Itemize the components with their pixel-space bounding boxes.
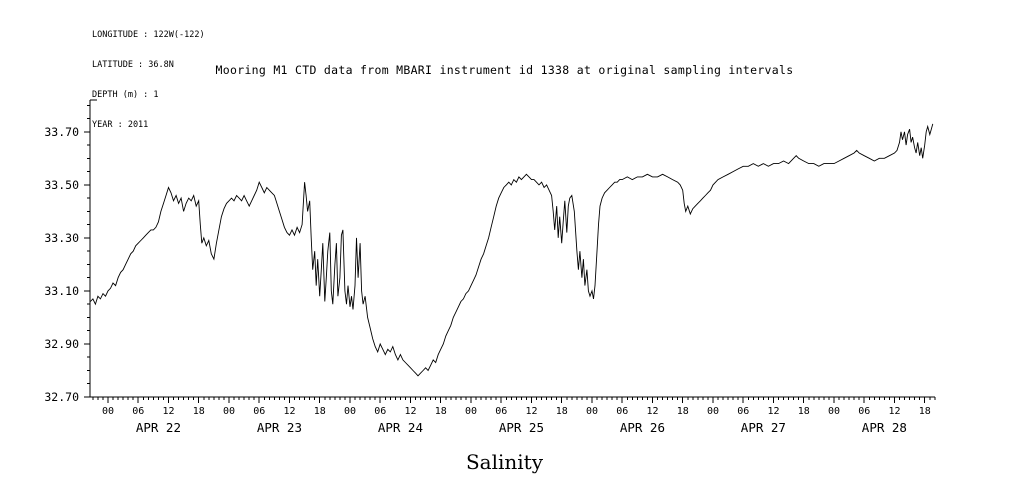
x-hour-tick-label: 00	[707, 406, 719, 417]
x-hour-tick-label: 12	[283, 406, 295, 417]
x-hour-tick-label: 18	[556, 406, 568, 417]
x-day-label: APR 25	[499, 420, 544, 435]
x-hour-tick-label: 06	[253, 406, 265, 417]
x-hour-tick-label: 00	[223, 406, 235, 417]
metadata-block: LONGITUDE : 122W(-122) LATITUDE : 36.8N …	[92, 10, 205, 150]
x-hour-tick-label: 18	[193, 406, 205, 417]
meta-longitude: LONGITUDE : 122W(-122)	[92, 30, 205, 40]
y-tick-label: 33.10	[44, 284, 79, 298]
variable-label: Salinity	[465, 450, 544, 474]
meta-latitude: LATITUDE : 36.8N	[92, 60, 174, 70]
x-hour-tick-label: 18	[677, 406, 689, 417]
x-hour-tick-label: 18	[314, 406, 326, 417]
x-day-label: APR 23	[257, 420, 302, 435]
x-hour-tick-label: 06	[616, 406, 628, 417]
meta-year: YEAR : 2011	[92, 120, 149, 130]
x-hour-tick-label: 00	[102, 406, 114, 417]
x-day-label: APR 27	[741, 420, 786, 435]
salinity-series-line	[90, 123, 934, 377]
y-tick-label: 33.50	[44, 178, 79, 192]
x-hour-tick-label: 00	[344, 406, 356, 417]
x-day-label: APR 22	[136, 420, 181, 435]
x-hour-tick-label: 18	[435, 406, 447, 417]
x-hour-tick-label: 12	[767, 406, 779, 417]
x-hour-tick-label: 00	[586, 406, 598, 417]
y-tick-label: 32.70	[44, 390, 79, 404]
x-hour-tick-label: 12	[404, 406, 416, 417]
chart-title: Mooring M1 CTD data from MBARI instrumen…	[215, 63, 794, 77]
meta-depth: DEPTH (m) : 1	[92, 90, 159, 100]
y-tick-label: 32.90	[44, 337, 79, 351]
y-tick-label: 33.70	[44, 125, 79, 139]
x-hour-tick-label: 06	[132, 406, 144, 417]
x-hour-tick-label: 06	[858, 406, 870, 417]
x-hour-tick-label: 06	[737, 406, 749, 417]
x-day-label: APR 28	[862, 420, 907, 435]
y-tick-label: 33.30	[44, 231, 79, 245]
x-hour-tick-label: 12	[646, 406, 658, 417]
x-hour-tick-label: 12	[162, 406, 174, 417]
x-hour-tick-label: 18	[798, 406, 810, 417]
x-hour-tick-label: 06	[374, 406, 386, 417]
x-hour-tick-label: 00	[465, 406, 477, 417]
x-hour-tick-label: 18	[919, 406, 931, 417]
x-day-label: APR 24	[378, 420, 423, 435]
x-hour-tick-label: 12	[525, 406, 537, 417]
x-hour-tick-label: 00	[828, 406, 840, 417]
x-day-label: APR 26	[620, 420, 665, 435]
x-hour-tick-label: 12	[888, 406, 900, 417]
x-hour-tick-label: 06	[495, 406, 507, 417]
